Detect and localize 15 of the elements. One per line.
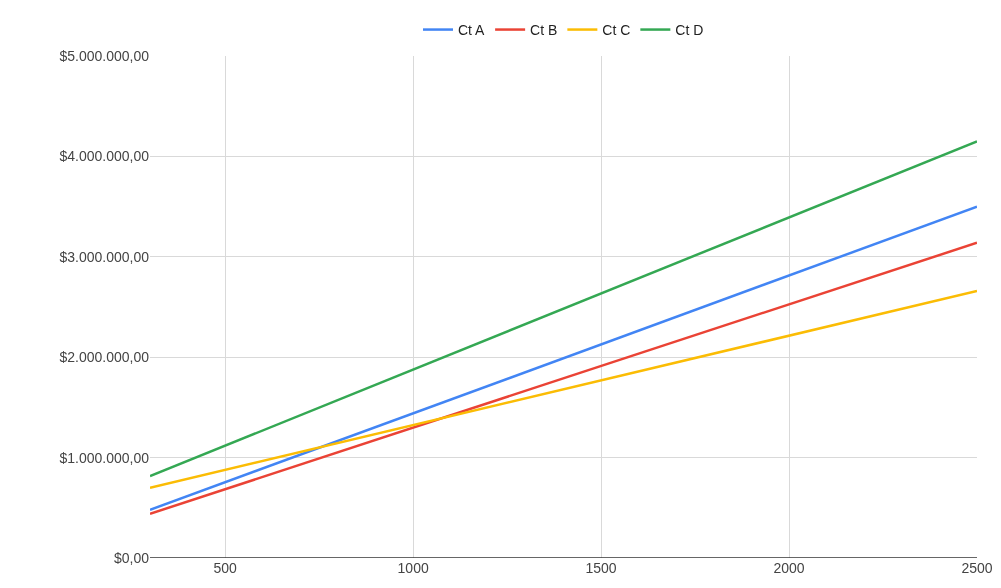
y-tick-label: $1.000.000,00	[59, 449, 150, 466]
x-tick-label: 1500	[585, 560, 617, 576]
y-tick-label: $5.000.000,00	[59, 47, 150, 64]
y-tick-label: $2.000.000,00	[59, 349, 150, 366]
legend-label: Ct B	[530, 22, 558, 39]
y-tick-label: $0,00	[113, 549, 150, 566]
x-tick-label: 1000	[397, 560, 429, 576]
y-tick-label: $3.000.000,00	[59, 248, 150, 265]
y-tick-label: $4.000.000,00	[59, 148, 150, 165]
legend-label: Ct C	[602, 22, 631, 39]
x-tick-label: 2000	[773, 560, 805, 576]
x-tick-label: 2500	[961, 560, 993, 576]
legend-label: Ct A	[458, 22, 486, 39]
x-tick-label: 500	[213, 560, 238, 576]
legend-label: Ct D	[675, 22, 704, 39]
